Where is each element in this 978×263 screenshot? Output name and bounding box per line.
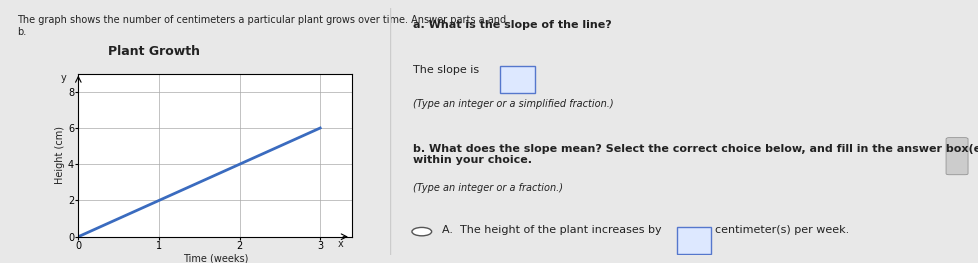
X-axis label: Time (weeks): Time (weeks) xyxy=(183,254,247,263)
FancyBboxPatch shape xyxy=(945,138,967,175)
Text: The slope is: The slope is xyxy=(413,65,479,75)
Text: b. What does the slope mean? Select the correct choice below, and fill in the an: b. What does the slope mean? Select the … xyxy=(413,144,978,165)
Text: centimeter(s) per week.: centimeter(s) per week. xyxy=(715,225,849,235)
Text: x: x xyxy=(337,239,343,249)
Text: a. What is the slope of the line?: a. What is the slope of the line? xyxy=(413,20,611,30)
Text: The graph shows the number of centimeters a particular plant grows over time. An: The graph shows the number of centimeter… xyxy=(18,15,506,37)
Text: A.  The height of the plant increases by: A. The height of the plant increases by xyxy=(442,225,661,235)
FancyBboxPatch shape xyxy=(500,66,534,93)
Text: y: y xyxy=(61,73,67,83)
Text: Plant Growth: Plant Growth xyxy=(109,45,200,58)
FancyBboxPatch shape xyxy=(676,227,711,254)
Text: (Type an integer or a simplified fraction.): (Type an integer or a simplified fractio… xyxy=(413,99,613,109)
Text: (Type an integer or a fraction.): (Type an integer or a fraction.) xyxy=(413,183,562,193)
Y-axis label: Height (cm): Height (cm) xyxy=(55,126,66,184)
Circle shape xyxy=(412,227,431,236)
